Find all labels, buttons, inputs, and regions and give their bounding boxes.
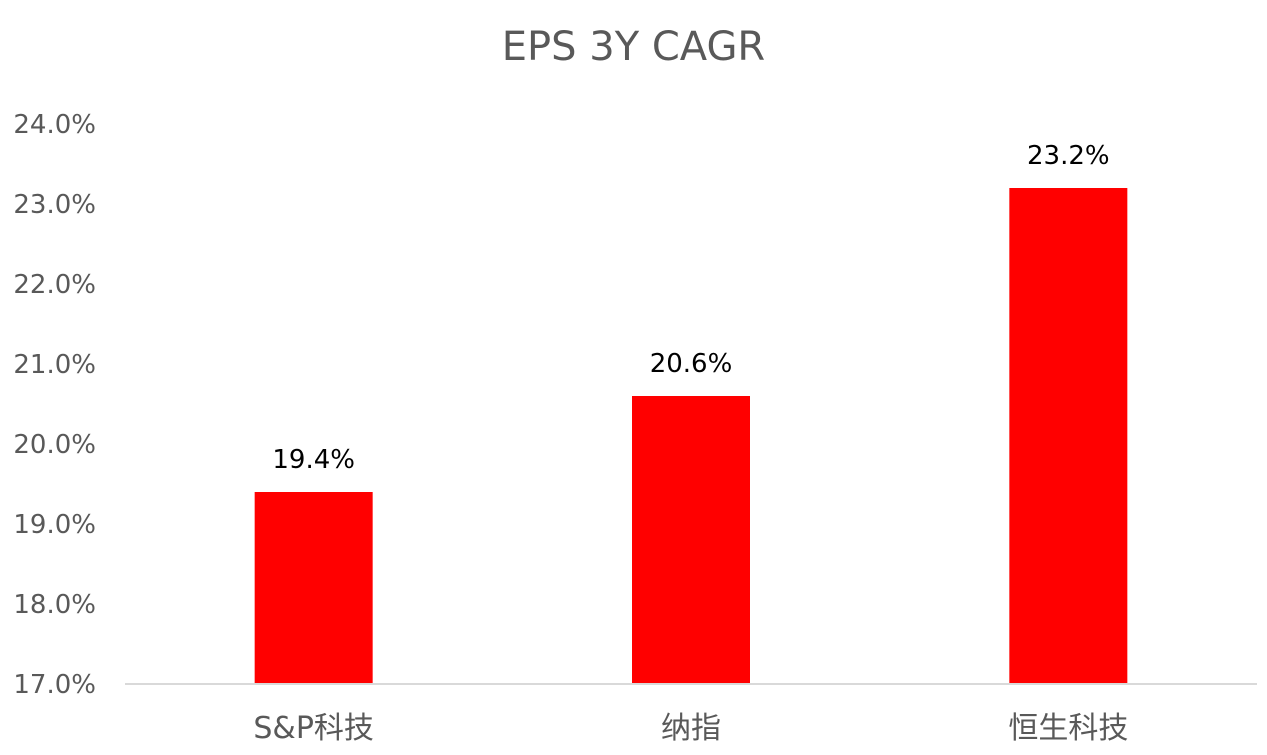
data-label: 20.6% — [650, 349, 733, 379]
y-tick-label: 21.0% — [13, 350, 96, 380]
y-tick-label: 24.0% — [13, 110, 96, 140]
data-label: 23.2% — [1027, 141, 1110, 171]
y-tick-label: 17.0% — [13, 670, 96, 700]
x-tick-label: S&P科技 — [253, 711, 374, 746]
bar — [1009, 188, 1128, 684]
bar — [254, 492, 373, 684]
y-tick-label: 23.0% — [13, 190, 96, 220]
x-tick-label: 恒生科技 — [1008, 711, 1128, 746]
y-tick-label: 20.0% — [13, 430, 96, 460]
x-tick-label: 纳指 — [661, 711, 721, 746]
y-tick-label: 19.0% — [13, 510, 96, 540]
y-tick-label: 22.0% — [13, 270, 96, 300]
bar — [632, 396, 750, 684]
chart-title: EPS 3Y CAGR — [501, 24, 766, 70]
data-label: 19.4% — [272, 445, 355, 475]
y-tick-label: 18.0% — [13, 590, 96, 620]
